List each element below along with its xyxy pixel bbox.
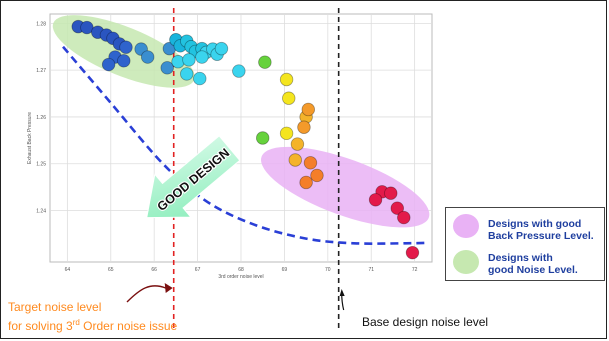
data-point: [390, 201, 404, 215]
x-tick-label: 65: [108, 267, 114, 273]
x-tick-label: 72: [412, 267, 418, 273]
data-point: [290, 137, 305, 151]
good-back-pressure-region: [261, 146, 430, 228]
legend-back-pressure-line2: Back Pressure Level.: [488, 230, 594, 242]
trend-curve: [62, 45, 428, 245]
y-tick-label: 1.25: [36, 162, 46, 168]
data-point: [180, 67, 194, 81]
target-pointer: [126, 285, 166, 303]
target-noise-label-line2-end: Order noise issue: [79, 319, 178, 333]
data-point: [117, 54, 131, 68]
data-point: [195, 50, 209, 64]
target-noise-label-line2-start: for solving 3: [8, 319, 73, 333]
data-point: [405, 245, 420, 260]
x-tick-label: 68: [238, 267, 244, 273]
data-point: [397, 210, 411, 225]
y-tick-label: 1.26: [36, 115, 46, 121]
x-tick-label: 67: [195, 267, 201, 273]
data-point: [182, 53, 196, 67]
legend-swatch-back-pressure: [453, 214, 479, 238]
data-point: [288, 153, 302, 167]
base-noise-label: Base design noise level: [362, 315, 489, 329]
data-point: [171, 55, 185, 69]
target-noise-label: Target noise level for solving 3rd Order…: [8, 300, 177, 334]
data-point: [303, 156, 318, 170]
legend-noise-line1: Designs with: [488, 252, 553, 264]
y-tick-label: 1.27: [36, 68, 46, 74]
y-axis-label: Exhaust Back Pressure: [27, 112, 33, 164]
data-point: [299, 175, 313, 190]
target-noise-label-sup: rd: [72, 318, 80, 327]
good-design-arrow-shape: [146, 135, 241, 219]
data-point: [279, 72, 294, 87]
target-pointer-head: [164, 283, 173, 293]
x-tick-label: 64: [65, 267, 71, 273]
data-point: [232, 64, 246, 78]
legend-swatch-noise: [453, 250, 479, 274]
data-point: [80, 20, 94, 35]
data-point: [297, 120, 311, 134]
data-point: [160, 61, 174, 75]
base-pointer-head: [339, 289, 345, 296]
data-point: [282, 91, 296, 105]
x-tick-label: 70: [325, 267, 331, 273]
data-point: [101, 57, 116, 72]
y-tick-label: 1.28: [36, 21, 46, 27]
data-point: [214, 41, 229, 56]
target-noise-label-line1: Target noise level: [8, 300, 102, 314]
legend-noise-line2: good Noise Level.: [488, 264, 578, 276]
data-point: [301, 102, 315, 117]
legend-back-pressure-line1: Designs with good: [488, 218, 582, 230]
x-tick-label: 69: [282, 267, 288, 273]
x-tick-label: 71: [368, 267, 374, 273]
data-point: [368, 193, 383, 207]
data-point: [384, 186, 398, 200]
x-axis-label: 3rd order noise level: [218, 274, 263, 280]
legend-item-noise: Designs with good Noise Level.: [488, 252, 578, 276]
data-point: [140, 50, 155, 64]
data-point: [310, 168, 324, 183]
y-tick-label: 1.24: [36, 209, 46, 215]
data-point: [258, 55, 272, 69]
data-point: [193, 71, 207, 86]
x-tick-label: 66: [151, 267, 157, 273]
legend-item-back-pressure: Designs with good Back Pressure Level.: [488, 218, 594, 242]
data-point: [256, 131, 270, 145]
data-point: [119, 40, 133, 54]
legend: Designs with good Back Pressure Level. D…: [445, 207, 605, 281]
data-point: [279, 126, 294, 141]
